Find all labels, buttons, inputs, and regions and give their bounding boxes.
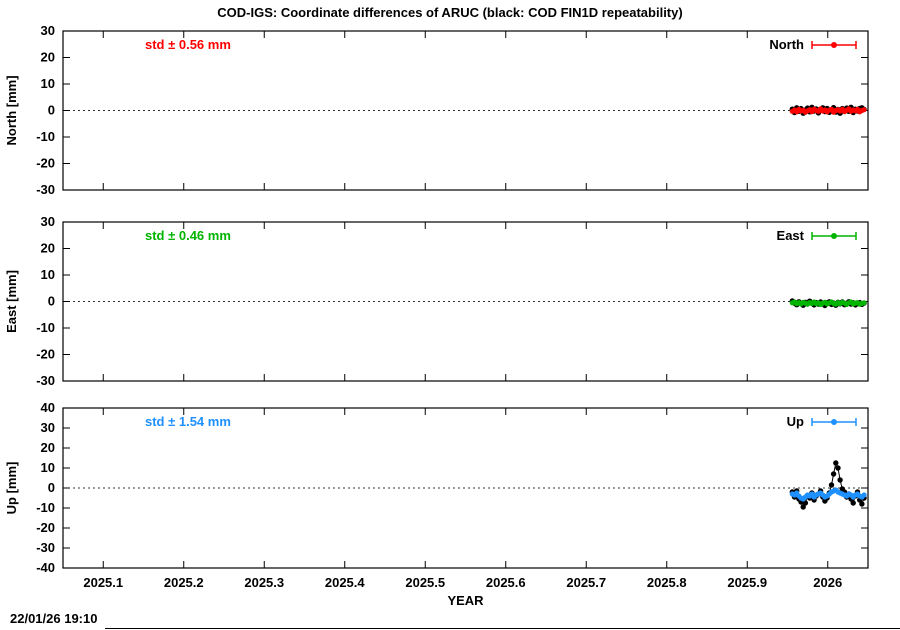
y-tick-label: 10 xyxy=(41,76,55,91)
series-colored xyxy=(789,106,867,115)
y-tick-label: -30 xyxy=(36,540,55,555)
y-tick-label: 20 xyxy=(41,50,55,65)
y-axis-title: East [mm] xyxy=(4,270,19,333)
legend-label: North xyxy=(769,37,804,52)
timestamp: 22/01/26 19:10 xyxy=(10,611,98,626)
y-tick-label: -30 xyxy=(36,182,55,197)
x-tick-label: 2025.1 xyxy=(83,575,123,590)
y-tick-label: 10 xyxy=(41,460,55,475)
x-tick-label: 2025.6 xyxy=(486,575,526,590)
y-tick-label: 30 xyxy=(41,420,55,435)
y-tick-label: 10 xyxy=(41,267,55,282)
x-tick-label: 2025.4 xyxy=(325,575,366,590)
series-colored xyxy=(789,299,867,307)
x-axis-title: YEAR xyxy=(447,593,484,608)
x-tick-label: 2025.9 xyxy=(727,575,767,590)
y-tick-label: -40 xyxy=(36,560,55,575)
y-tick-label: 40 xyxy=(41,400,55,415)
std-annotation: std ± 1.54 mm xyxy=(145,414,231,429)
series-colored xyxy=(789,487,867,502)
x-tick-label: 2025.5 xyxy=(405,575,445,590)
y-tick-label: 30 xyxy=(41,214,55,229)
x-tick-label: 2026 xyxy=(813,575,842,590)
y-axis-title: North [mm] xyxy=(4,75,19,145)
chart-title: COD-IGS: Coordinate differences of ARUC … xyxy=(217,5,683,20)
y-tick-label: 0 xyxy=(48,480,55,495)
x-tick-label: 2025.7 xyxy=(566,575,606,590)
y-tick-label: -20 xyxy=(36,156,55,171)
series-black xyxy=(789,460,867,510)
y-tick-label: 0 xyxy=(48,103,55,118)
y-tick-label: -20 xyxy=(36,347,55,362)
y-tick-label: 30 xyxy=(41,23,55,38)
std-annotation: std ± 0.46 mm xyxy=(145,228,231,243)
bottom-border-line xyxy=(105,628,900,629)
std-annotation: std ± 0.56 mm xyxy=(145,37,231,52)
y-tick-label: -10 xyxy=(36,500,55,515)
y-axis-title: Up [mm] xyxy=(4,462,19,515)
y-tick-label: 20 xyxy=(41,241,55,256)
x-tick-label: 2025.8 xyxy=(647,575,687,590)
x-tick-label: 2025.2 xyxy=(164,575,204,590)
chart-panel-up: -40 -30 -20 -10 0 10 20 30 40 2025.1 2025.2 2025.3 2… xyxy=(4,400,869,590)
legend-label: Up xyxy=(787,414,804,429)
y-tick-label: -20 xyxy=(36,520,55,535)
y-tick-label: -10 xyxy=(36,129,55,144)
y-tick-label: 0 xyxy=(48,294,55,309)
chart-panel-north: -30 -20 -10 0 10 20 30 North [mm] std ± 0.56 mm N… xyxy=(4,23,869,197)
x-tick-label: 2025.3 xyxy=(244,575,284,590)
y-tick-label: -30 xyxy=(36,373,55,388)
legend-label: East xyxy=(777,228,805,243)
y-tick-label: -10 xyxy=(36,320,55,335)
y-tick-label: 20 xyxy=(41,440,55,455)
chart-panel-east: -30 -20 -10 0 10 20 30 East [mm] std ± 0.46 mm Ea… xyxy=(4,214,869,388)
